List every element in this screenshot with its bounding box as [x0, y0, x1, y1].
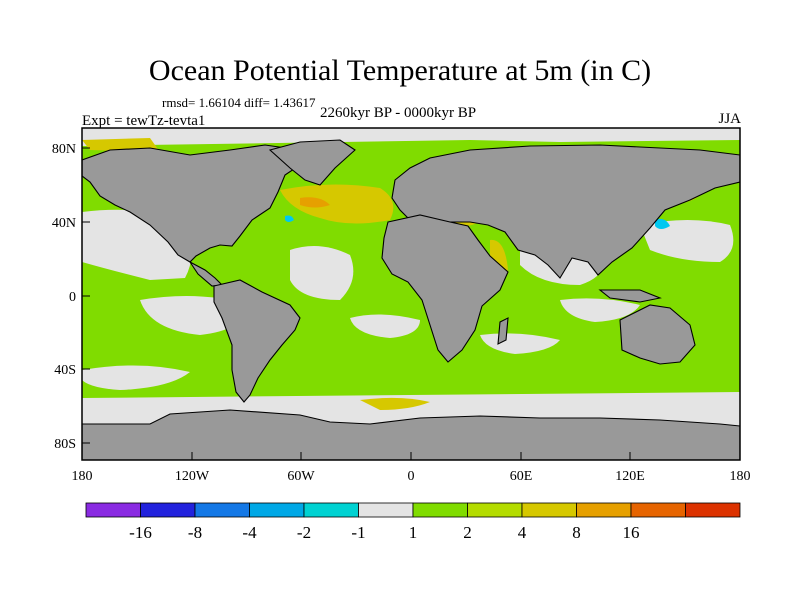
map-field [82, 128, 740, 460]
lat-tick-label: 40N [52, 216, 76, 231]
lon-tick-label: 120E [615, 469, 645, 484]
colorbar-label: -16 [129, 523, 152, 542]
colorbar-swatch [521, 502, 577, 518]
eurasia-land [391, 144, 740, 279]
colorbar-label: 16 [623, 523, 640, 542]
colorbar-label: 2 [463, 523, 472, 542]
maritime-islands-land [598, 289, 662, 303]
colorbar-label: -2 [297, 523, 311, 542]
colorbar [85, 502, 741, 518]
madagascar-land [497, 317, 509, 345]
lon-tick-label: 120W [175, 469, 210, 484]
colorbar-swatch [412, 502, 468, 518]
colorbar-swatch [249, 502, 305, 518]
colorbar-swatch [194, 502, 250, 518]
antarctica-land [82, 409, 740, 460]
lon-tick-label: 60E [510, 469, 533, 484]
colorbar-label: -8 [188, 523, 202, 542]
colorbar-label: 8 [572, 523, 581, 542]
rmsd-diff-stats: rmsd= 1.66104 diff= 1.43617 [162, 95, 316, 110]
lat-tick-label: 0 [69, 290, 76, 305]
tick-marks [81, 147, 741, 460]
africa-land [381, 214, 509, 363]
land-masses [82, 139, 740, 460]
colorbar-swatch [303, 502, 359, 518]
lat-tick-label: 80S [54, 437, 76, 452]
colorbar-swatch [685, 502, 741, 518]
lat-tick-label: 40S [54, 363, 76, 378]
experiment-label: Expt = tewTz-tevta1 [82, 113, 206, 129]
colorbar-swatch [85, 502, 141, 518]
colorbar-label: -1 [351, 523, 365, 542]
lon-tick-label: 180 [730, 469, 751, 484]
colorbar-swatch [467, 502, 523, 518]
season-label: JJA [718, 111, 741, 127]
colorbar-label: 4 [518, 523, 527, 542]
greenland-land [268, 139, 356, 186]
lon-tick-label: 60W [287, 469, 315, 484]
period-label: 2260kyr BP - 0000kyr BP [320, 105, 477, 121]
map-title: Ocean Potential Temperature at 5m (in C) [148, 54, 652, 87]
lon-tick-label: 0 [408, 469, 415, 484]
colorbar-label: 1 [409, 523, 418, 542]
colorbar-swatch [358, 502, 414, 518]
lat-tick-label: 80N [52, 142, 76, 157]
lon-tick-label: 180 [72, 469, 93, 484]
colorbar-swatch [140, 502, 196, 518]
south-america-land [213, 279, 301, 403]
colorbar-swatch [630, 502, 686, 518]
australia-land [619, 304, 696, 365]
colorbar-swatch [576, 502, 632, 518]
colorbar-label: -4 [242, 523, 257, 542]
colorbar-labels: -16 -8 -4 -2 -1 1 2 4 8 16 [129, 523, 639, 542]
north-america-land [82, 144, 301, 263]
